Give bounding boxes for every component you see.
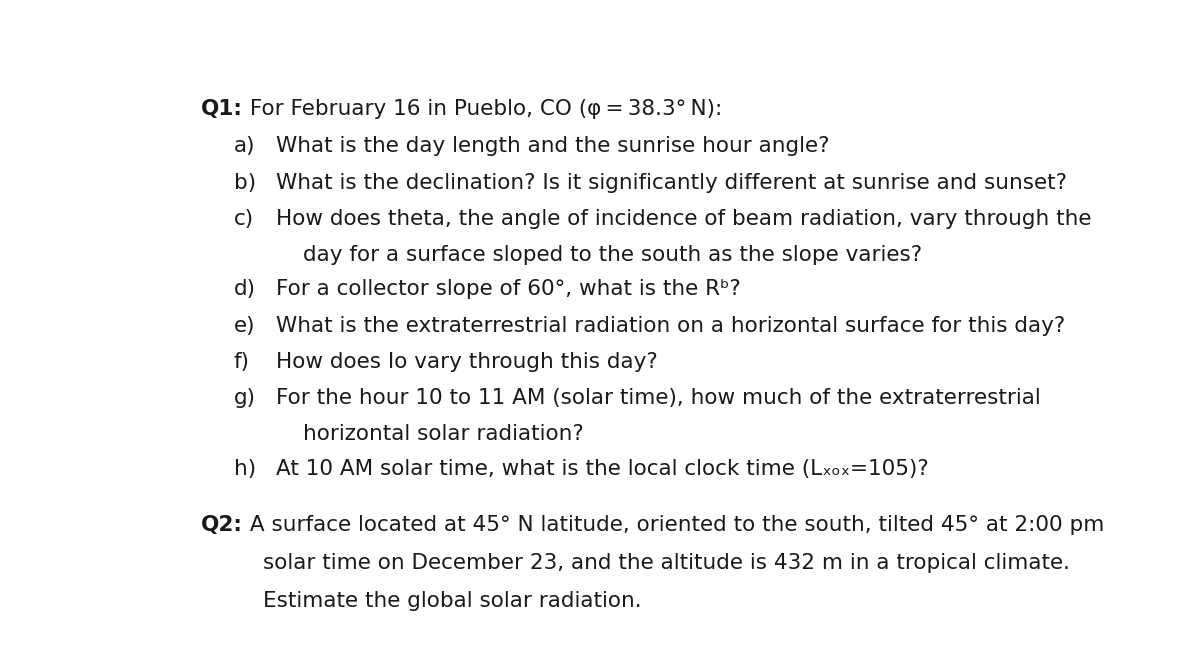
- Text: h): h): [234, 458, 256, 479]
- Text: What is the extraterrestrial radiation on a horizontal surface for this day?: What is the extraterrestrial radiation o…: [276, 316, 1064, 336]
- Text: a): a): [234, 137, 256, 156]
- Text: e): e): [234, 316, 256, 336]
- Text: What is the day length and the sunrise hour angle?: What is the day length and the sunrise h…: [276, 137, 829, 156]
- Text: How does theta, the angle of incidence of beam radiation, vary through the: How does theta, the angle of incidence o…: [276, 209, 1091, 229]
- Text: At 10 AM solar time, what is the local clock time (Lₓₒₓ=105)?: At 10 AM solar time, what is the local c…: [276, 458, 929, 479]
- Text: For February 16 in Pueblo, CO (φ = 38.3° N):: For February 16 in Pueblo, CO (φ = 38.3°…: [242, 99, 722, 118]
- Text: How does Io vary through this day?: How does Io vary through this day?: [276, 352, 658, 372]
- Text: solar time on December 23, and the altitude is 432 m in a tropical climate.: solar time on December 23, and the altit…: [264, 553, 1070, 573]
- Text: f): f): [234, 352, 250, 372]
- Text: For a collector slope of 60°, what is the Rᵇ?: For a collector slope of 60°, what is th…: [276, 279, 740, 300]
- Text: Q1:: Q1:: [202, 99, 244, 118]
- Text: What is the declination? Is it significantly different at sunrise and sunset?: What is the declination? Is it significa…: [276, 173, 1067, 193]
- Text: c): c): [234, 209, 254, 229]
- Text: d): d): [234, 279, 256, 300]
- Text: g): g): [234, 388, 256, 408]
- Text: horizontal solar radiation?: horizontal solar radiation?: [304, 424, 584, 445]
- Text: b): b): [234, 173, 256, 193]
- Text: Q2:: Q2:: [202, 515, 244, 535]
- Text: A surface located at 45° N latitude, oriented to the south, tilted 45° at 2:00 p: A surface located at 45° N latitude, ori…: [242, 515, 1104, 535]
- Text: For the hour 10 to 11 AM (solar time), how much of the extraterrestrial: For the hour 10 to 11 AM (solar time), h…: [276, 388, 1040, 408]
- Text: Estimate the global solar radiation.: Estimate the global solar radiation.: [264, 591, 642, 611]
- Text: day for a surface sloped to the south as the slope varies?: day for a surface sloped to the south as…: [304, 245, 923, 265]
